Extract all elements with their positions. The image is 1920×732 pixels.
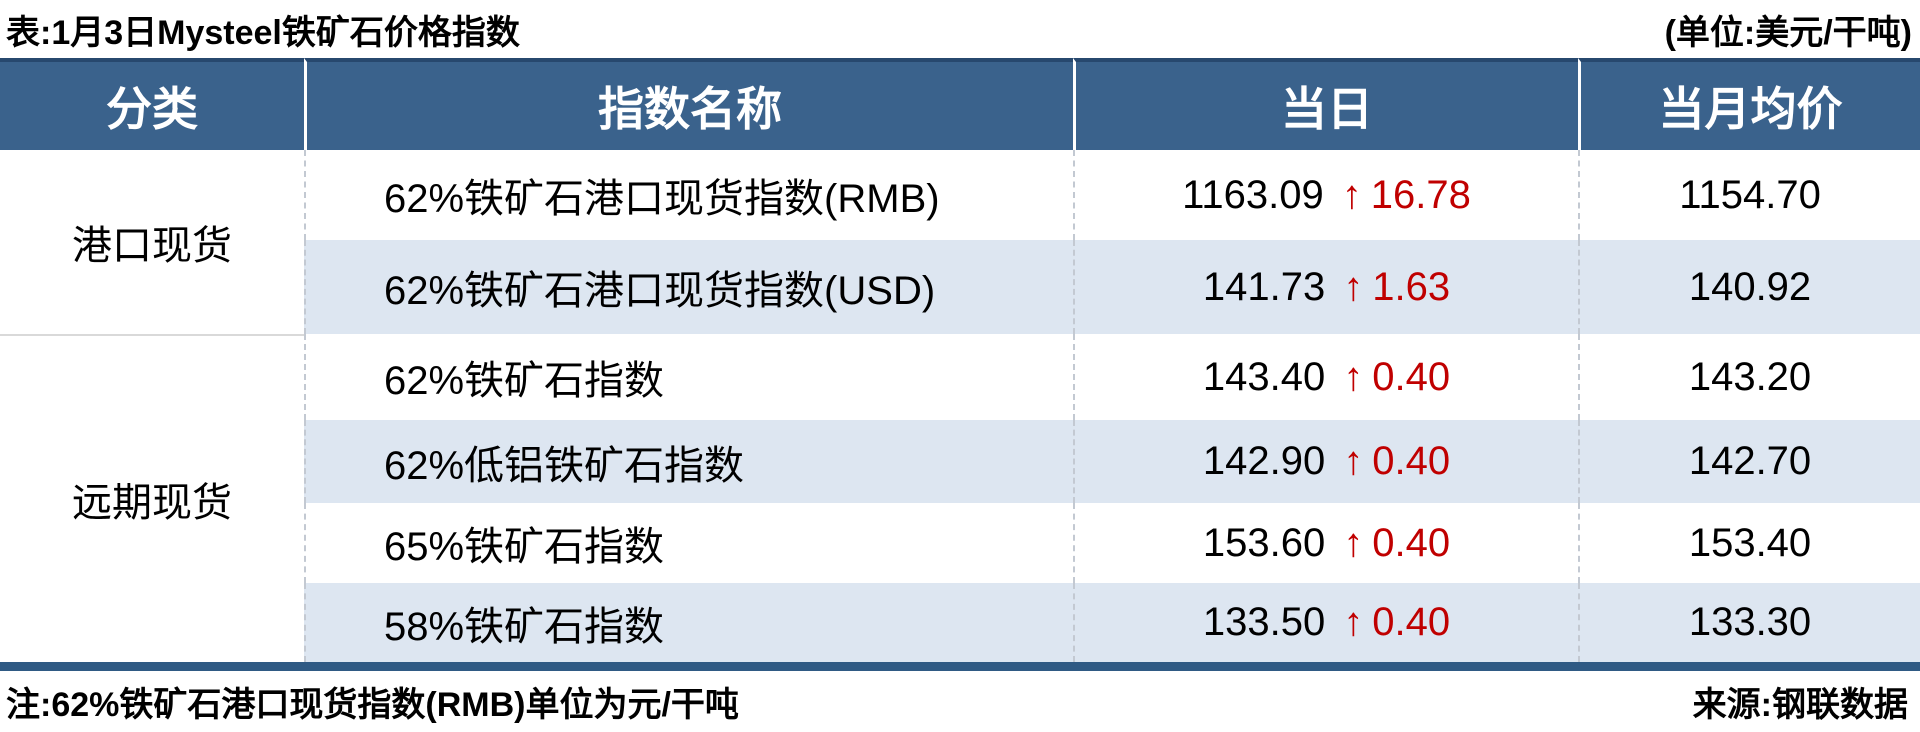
monthly-avg-cell: 133.30 [1578, 583, 1920, 662]
unit-label: (单位:美元/干吨) [1664, 13, 1912, 52]
daily-value: 1163.09 [1182, 172, 1324, 217]
daily-value-cell: 142.90 ↑ 0.40 [1073, 420, 1578, 503]
table-bottom-border [0, 662, 1920, 671]
up-arrow-icon: ↑ [1343, 439, 1364, 483]
header-category: 分类 [0, 58, 304, 150]
index-name-cell: 65%铁矿石指数 [304, 503, 1073, 583]
table-title: 表:1月3日Mysteel铁矿石价格指数 [6, 13, 520, 52]
monthly-avg-cell: 142.70 [1578, 420, 1920, 503]
up-arrow-icon: ↑ [1343, 520, 1364, 565]
footnote: 注:62%铁矿石港口现货指数(RMB)单位为元/干吨 [6, 686, 739, 724]
daily-value: 142.90 [1202, 439, 1326, 483]
source-label: 来源:钢联数据 [1692, 686, 1908, 724]
monthly-avg-cell: 140.92 [1578, 240, 1920, 334]
index-name-cell: 58%铁矿石指数 [304, 583, 1073, 662]
title-bar: 表:1月3日Mysteel铁矿石价格指数 (单位:美元/干吨) [0, 0, 1920, 58]
daily-change: 1.63 [1372, 264, 1451, 309]
header-index-name: 指数名称 [304, 58, 1073, 150]
daily-change: 0.40 [1372, 520, 1451, 565]
daily-change: 16.78 [1370, 172, 1471, 217]
header-monthly-avg: 当月均价 [1578, 58, 1920, 150]
footer: 注:62%铁矿石港口现货指数(RMB)单位为元/干吨 来源:钢联数据 [0, 671, 1920, 732]
daily-value-cell: 1163.09 ↑ 16.78 [1073, 150, 1578, 240]
daily-value: 153.60 [1202, 520, 1326, 565]
daily-value: 133.50 [1202, 600, 1326, 644]
up-arrow-icon: ↑ [1341, 172, 1362, 217]
index-name-cell: 62%低铝铁矿石指数 [304, 420, 1073, 503]
up-arrow-icon: ↑ [1343, 600, 1364, 644]
monthly-avg-cell: 1154.70 [1578, 150, 1920, 240]
daily-value-cell: 153.60 ↑ 0.40 [1073, 503, 1578, 583]
up-arrow-icon: ↑ [1343, 354, 1364, 399]
up-arrow-icon: ↑ [1343, 264, 1364, 309]
daily-change: 0.40 [1372, 439, 1451, 483]
index-name-cell: 62%铁矿石指数 [304, 334, 1073, 420]
daily-value-cell: 143.40 ↑ 0.40 [1073, 334, 1578, 420]
header-daily: 当日 [1073, 58, 1578, 150]
daily-value: 143.40 [1202, 354, 1326, 399]
daily-value-cell: 141.73 ↑ 1.63 [1073, 240, 1578, 334]
daily-value-cell: 133.50 ↑ 0.40 [1073, 583, 1578, 662]
index-name-cell: 62%铁矿石港口现货指数(RMB) [304, 150, 1073, 240]
price-index-table: 分类 指数名称 当日 当月均价 港口现货 远期现货 62%铁矿石港口现货指数(R… [0, 58, 1920, 662]
daily-value: 141.73 [1202, 264, 1326, 309]
category-cell-forward-spot: 远期现货 [0, 334, 304, 662]
monthly-avg-cell: 143.20 [1578, 334, 1920, 420]
index-name-cell: 62%铁矿石港口现货指数(USD) [304, 240, 1073, 334]
category-cell-port-spot: 港口现货 [0, 150, 304, 334]
daily-change: 0.40 [1372, 354, 1451, 399]
daily-change: 0.40 [1372, 600, 1451, 644]
monthly-avg-cell: 153.40 [1578, 503, 1920, 583]
